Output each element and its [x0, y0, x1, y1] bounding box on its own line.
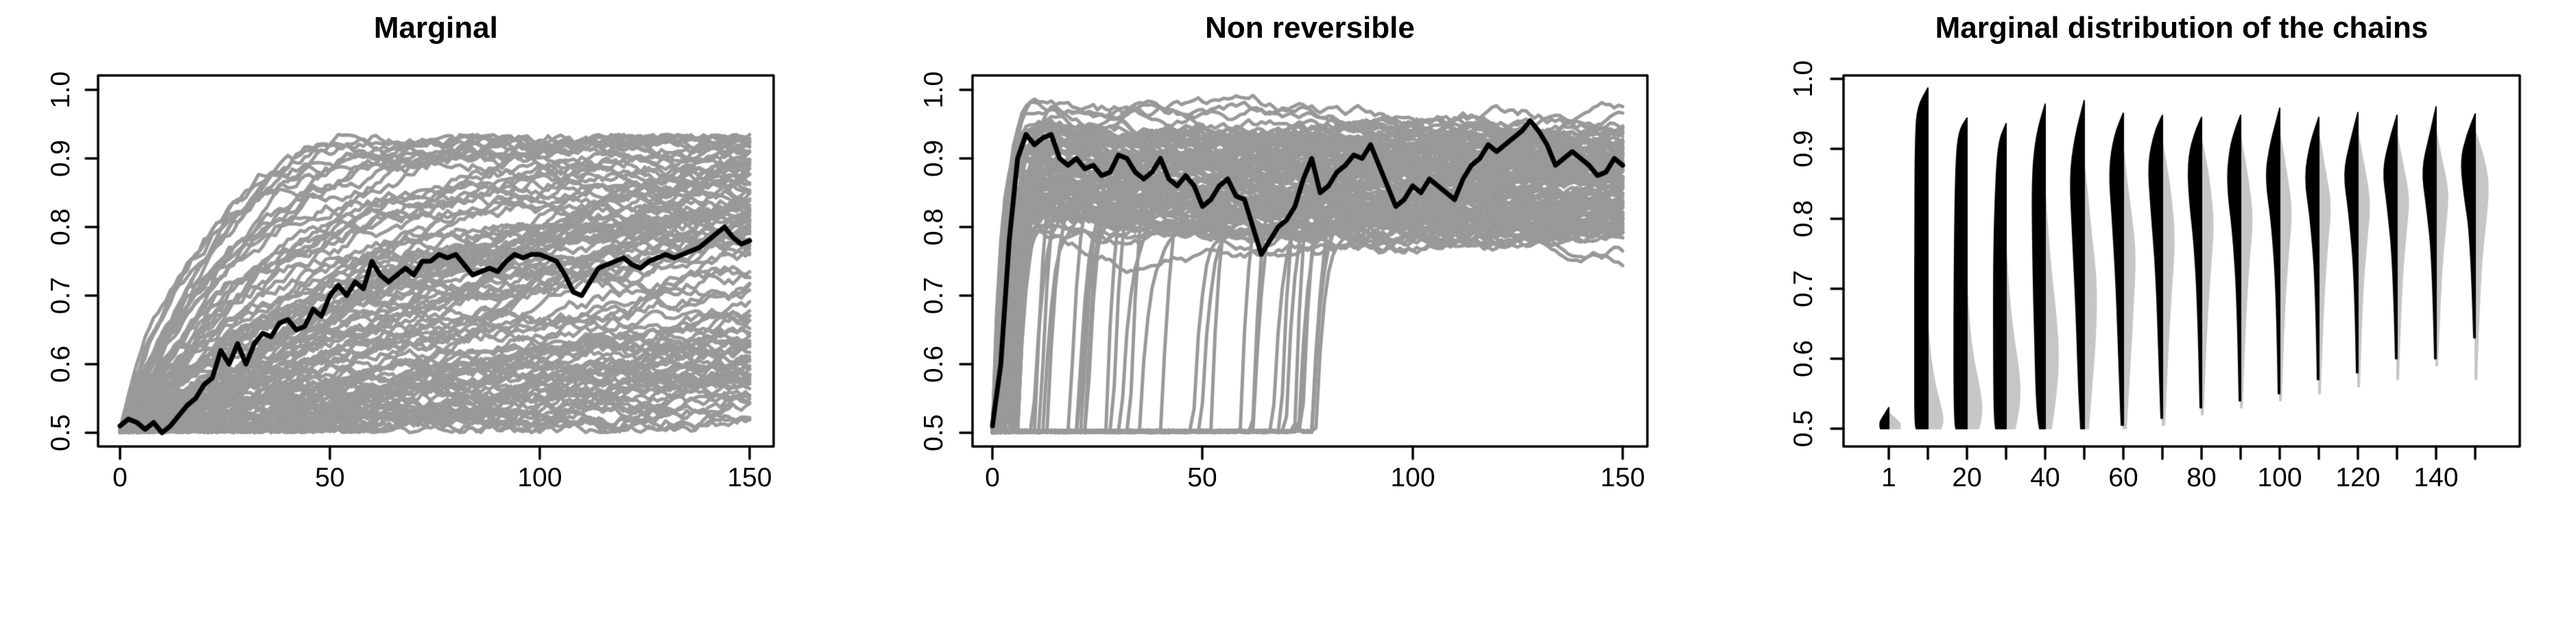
panel2-x-tick-label: 150 — [1600, 463, 1645, 492]
panel2-y-tick-label: 1.0 — [919, 71, 949, 109]
panel2-x-tick-label: 0 — [985, 463, 1000, 492]
panel3-x-tick-label: 40 — [2030, 463, 2060, 492]
panel1-x-tick-label: 100 — [517, 463, 562, 492]
panel3-x-tick-label: 20 — [1952, 463, 1982, 492]
panel2-x-tick-label: 50 — [1187, 463, 1217, 492]
panel1-x-tick-label: 50 — [315, 463, 345, 492]
panel3-x-tick-label: 1 — [1881, 463, 1896, 492]
panel-marginal-title: Marginal — [374, 11, 498, 45]
panel-chain-distributions-title: Marginal distribution of the chains — [1935, 11, 2429, 45]
panel3-x-tick-label: 140 — [2413, 463, 2459, 492]
panel3-y-tick-label: 1.0 — [1789, 60, 1818, 98]
panel1-x-tick-label: 0 — [112, 463, 128, 492]
panel1-x-tick-label: 150 — [727, 463, 772, 492]
panel3-x-tick-label: 60 — [2108, 463, 2138, 492]
panel3-x-tick-label: 100 — [2257, 463, 2302, 492]
panel-non-reversible-title: Non reversible — [1205, 11, 1415, 45]
panel3-x-tick-label: 120 — [2335, 463, 2381, 492]
panel3-x-tick-label: 80 — [2186, 463, 2217, 492]
panel2-x-tick-label: 100 — [1390, 463, 1435, 492]
panel1-y-tick-label: 1.0 — [46, 71, 75, 109]
